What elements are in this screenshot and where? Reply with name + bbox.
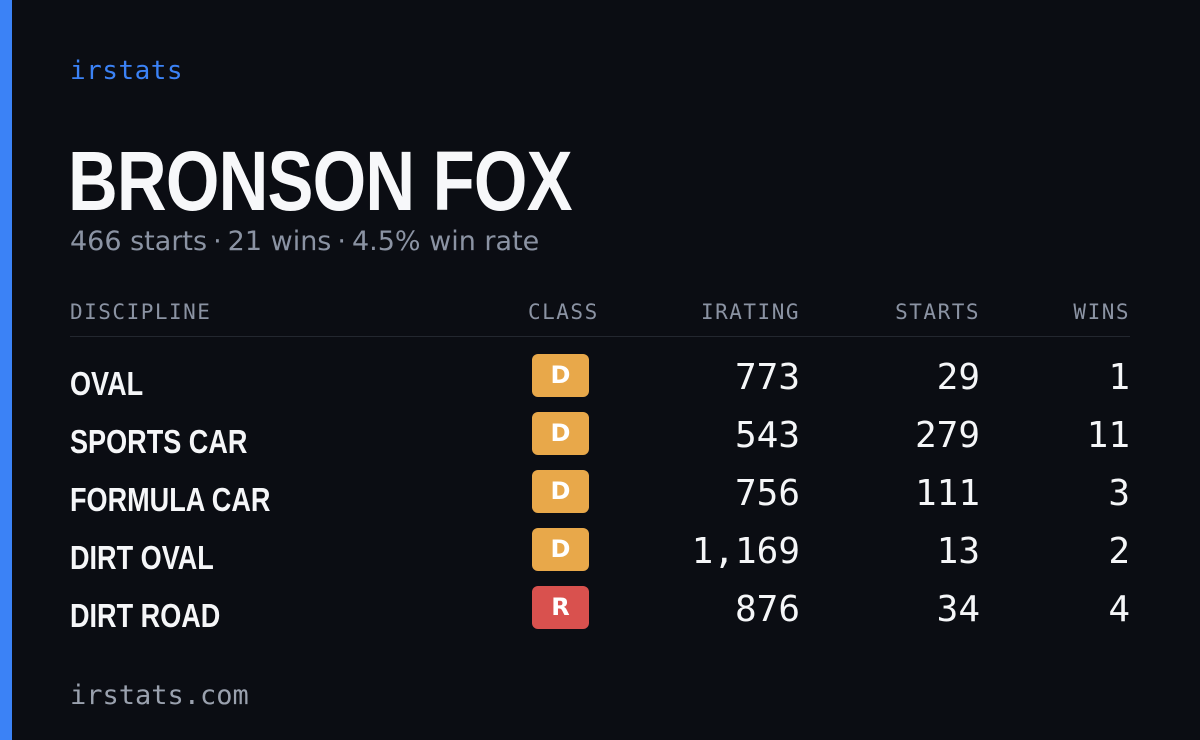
summary-separator: ·	[213, 226, 222, 257]
wins-value: 1	[1108, 357, 1130, 398]
discipline-name: SPORTS CAR	[70, 423, 248, 460]
irating-value: 876	[734, 589, 800, 630]
header-wins: WINS	[1073, 300, 1130, 324]
discipline-table: OVAL D 773 29 1 SPORTS CAR D 543 279 11 …	[70, 352, 1130, 642]
irating-value: 543	[734, 415, 800, 456]
driver-name: BRONSON FOX	[68, 134, 573, 228]
header-starts: STARTS	[895, 300, 980, 324]
wins-value: 4	[1108, 589, 1130, 630]
brand-logo-text: irstats	[70, 56, 184, 86]
irating-value: 1,169	[691, 531, 800, 572]
starts-value: 29	[936, 357, 980, 398]
starts-value: 279	[914, 415, 980, 456]
starts-value: 34	[936, 589, 980, 630]
wins-value: 2	[1108, 531, 1130, 572]
starts-value: 13	[936, 531, 980, 572]
table-row: SPORTS CAR D 543 279 11	[70, 410, 1130, 468]
wins-value: 11	[1086, 415, 1130, 456]
footer-site-url: irstats.com	[70, 680, 249, 711]
discipline-name: OVAL	[70, 365, 144, 402]
class-badge: D	[532, 470, 589, 513]
discipline-name: DIRT ROAD	[70, 597, 221, 634]
starts-value: 111	[914, 473, 980, 514]
discipline-name: FORMULA CAR	[70, 481, 271, 518]
irating-value: 773	[734, 357, 800, 398]
table-row: OVAL D 773 29 1	[70, 352, 1130, 410]
summary-wins: 21 wins	[227, 226, 332, 257]
class-badge: D	[532, 354, 589, 397]
driver-summary: 466 starts · 21 wins · 4.5% win rate	[70, 226, 539, 257]
wins-value: 3	[1108, 473, 1130, 514]
summary-win-rate: 4.5% win rate	[351, 226, 540, 257]
header-class: CLASS	[528, 300, 599, 324]
header-discipline: DISCIPLINE	[70, 300, 212, 324]
summary-starts: 466 starts	[70, 226, 208, 257]
class-badge: D	[532, 412, 589, 455]
table-row: DIRT OVAL D 1,169 13 2	[70, 526, 1130, 584]
class-badge: D	[532, 528, 589, 571]
accent-bar	[0, 0, 12, 740]
class-badge: R	[532, 586, 589, 629]
discipline-name: DIRT OVAL	[70, 539, 214, 576]
summary-separator: ·	[337, 226, 346, 257]
irating-value: 756	[734, 473, 800, 514]
table-header: DISCIPLINE CLASS IRATING STARTS WINS	[70, 300, 1130, 337]
table-row: FORMULA CAR D 756 111 3	[70, 468, 1130, 526]
table-row: DIRT ROAD R 876 34 4	[70, 584, 1130, 642]
header-irating: IRATING	[700, 300, 800, 324]
